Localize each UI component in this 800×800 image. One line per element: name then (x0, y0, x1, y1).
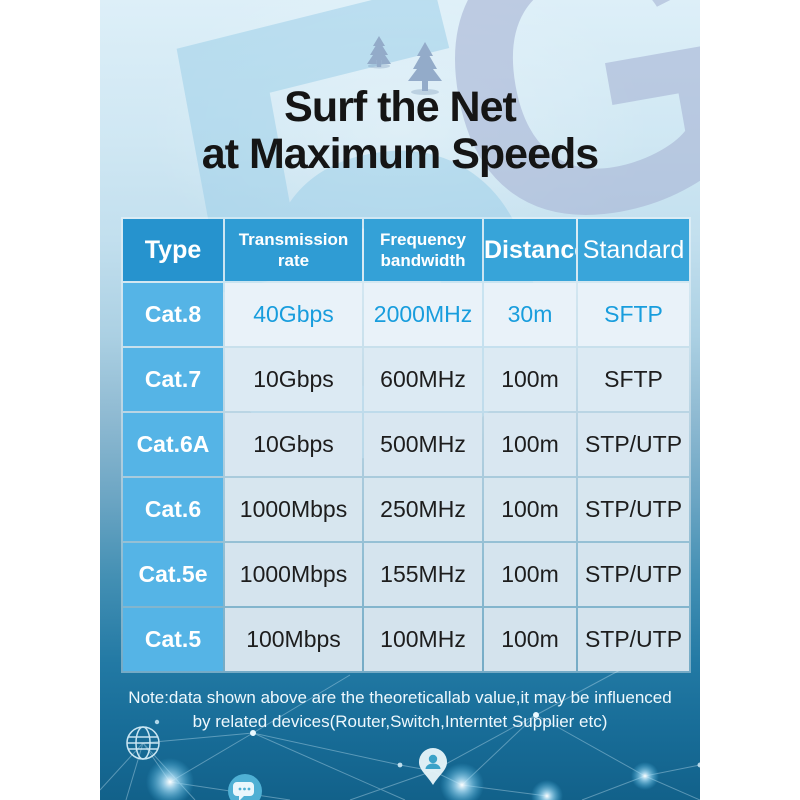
cell-standard: STP/UTP (578, 608, 689, 671)
cell-frequency: 2000MHz (364, 283, 482, 346)
row-label: Cat.6A (123, 413, 223, 476)
cell-standard: STP/UTP (578, 543, 689, 606)
cell-standard: STP/UTP (578, 478, 689, 541)
cell-rate: 100Mbps (225, 608, 362, 671)
column-header-standard: Standard (578, 219, 689, 281)
cell-frequency: 600MHz (364, 348, 482, 411)
column-header-transmission-rate: Transmission rate (225, 219, 362, 281)
cell-frequency: 155MHz (364, 543, 482, 606)
column-header-frequency-bandwidth: Frequency bandwidth (364, 219, 482, 281)
cable-specs-table: Type Transmission rate Frequency bandwid… (121, 217, 691, 673)
cell-rate: 1000Mbps (225, 478, 362, 541)
row-label: Cat.8 (123, 283, 223, 346)
page-title: Surf the Net at Maximum Speeds (100, 83, 700, 179)
cell-frequency: 250MHz (364, 478, 482, 541)
row-label: Cat.5 (123, 608, 223, 671)
cell-standard: SFTP (578, 283, 689, 346)
cell-distance: 100m (484, 543, 576, 606)
table-row-cat6: Cat.6 1000Mbps 250MHz 100m STP/UTP (123, 478, 689, 541)
cell-distance: 100m (484, 348, 576, 411)
footnote: Note:data shown above are the theoretica… (100, 686, 700, 734)
cell-distance: 100m (484, 478, 576, 541)
footnote-line-2: by related devices(Router,Switch,Internt… (192, 712, 608, 732)
column-header-type: Type (123, 219, 223, 281)
network-graphic (100, 670, 700, 800)
table-row-cat7: Cat.7 10Gbps 600MHz 100m SFTP (123, 348, 689, 411)
table-row-cat6a: Cat.6A 10Gbps 500MHz 100m STP/UTP (123, 413, 689, 476)
cell-distance: 100m (484, 413, 576, 476)
row-label: Cat.6 (123, 478, 223, 541)
poster-background: 5 G Surf the Net at Maximum Speeds Type (100, 0, 700, 800)
pine-tree-icon (367, 36, 442, 95)
cell-rate: 10Gbps (225, 413, 362, 476)
globe-icon (126, 726, 160, 760)
table-row-cat5: Cat.5 100Mbps 100MHz 100m STP/UTP (123, 608, 689, 671)
header-row: Type Transmission rate Frequency bandwid… (123, 219, 689, 281)
title-line-2: at Maximum Speeds (201, 130, 599, 179)
chat-bubble-icon (228, 774, 262, 800)
column-header-distance: Distance (484, 219, 576, 281)
row-label: Cat.7 (123, 348, 223, 411)
cell-rate: 1000Mbps (225, 543, 362, 606)
cell-rate: 40Gbps (225, 283, 362, 346)
footnote-line-1: Note:data shown above are the theoretica… (128, 688, 672, 707)
cell-standard: STP/UTP (578, 413, 689, 476)
cell-distance: 100m (484, 608, 576, 671)
title-line-1: Surf the Net (284, 83, 517, 131)
user-pin-icon (419, 748, 447, 785)
table-row-cat8: Cat.8 40Gbps 2000MHz 30m SFTP (123, 283, 689, 346)
cell-standard: SFTP (578, 348, 689, 411)
cell-frequency: 100MHz (364, 608, 482, 671)
glow-dots (146, 712, 700, 800)
cell-frequency: 500MHz (364, 413, 482, 476)
cell-rate: 10Gbps (225, 348, 362, 411)
cell-distance: 30m (484, 283, 576, 346)
table-row-cat5e: Cat.5e 1000Mbps 155MHz 100m STP/UTP (123, 543, 689, 606)
row-label: Cat.5e (123, 543, 223, 606)
